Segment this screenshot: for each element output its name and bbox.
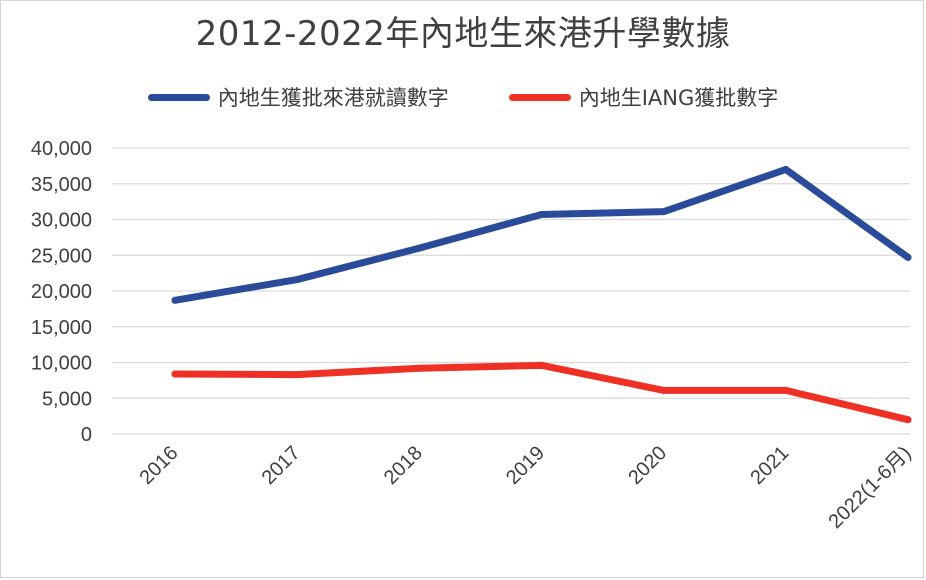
y-tick-label: 25,000: [31, 245, 92, 267]
data-point: [660, 208, 668, 216]
y-tick-label: 30,000: [31, 210, 92, 232]
data-point: [538, 210, 545, 218]
legend-swatch-iang: [508, 93, 571, 101]
legend-label-admitted: 內地生獲批來港就讀數字: [217, 86, 449, 110]
legend: 內地生獲批來港就讀數字 內地生IANG獲批數字: [0, 82, 926, 112]
legend-label-iang: 內地生IANG獲批數字: [578, 86, 779, 110]
data-point: [415, 364, 423, 372]
y-tick-label: 15,000: [31, 317, 92, 339]
data-point: [415, 244, 423, 252]
data-point: [904, 416, 912, 424]
x-tick-label: 2021: [746, 442, 793, 489]
series-line-0: [171, 165, 912, 304]
series-line-1: [171, 361, 912, 424]
y-tick-label: 35,000: [31, 174, 92, 196]
legend-item-iang: 內地生IANG獲批數字: [508, 82, 779, 112]
data-point: [293, 371, 301, 379]
data-point: [660, 386, 668, 394]
data-point: [171, 296, 179, 304]
x-tick-label: 2016: [136, 442, 183, 489]
x-tick-label: 2022(1-6月): [825, 442, 916, 533]
data-point: [538, 361, 545, 369]
y-tick-label: 40,000: [31, 138, 92, 160]
data-point: [293, 276, 301, 284]
y-tick-label: 20,000: [31, 281, 92, 303]
data-point: [782, 386, 790, 394]
x-tick-label: 2017: [258, 442, 305, 489]
x-tick-label: 2020: [624, 442, 671, 489]
data-point: [782, 165, 790, 173]
x-tick-label: 2018: [380, 442, 427, 489]
x-tick-label: 2019: [502, 442, 549, 489]
legend-item-admitted: 內地生獲批來港就讀數字: [147, 82, 449, 112]
y-tick-label: 10,000: [31, 353, 92, 375]
data-point: [171, 370, 179, 378]
y-tick-label: 5,000: [42, 388, 92, 410]
y-tick-label: 0: [81, 424, 92, 446]
legend-swatch-admitted: [147, 93, 210, 101]
data-point: [904, 253, 912, 261]
chart-title: 2012-2022年內地生來港升學數據: [195, 14, 731, 54]
